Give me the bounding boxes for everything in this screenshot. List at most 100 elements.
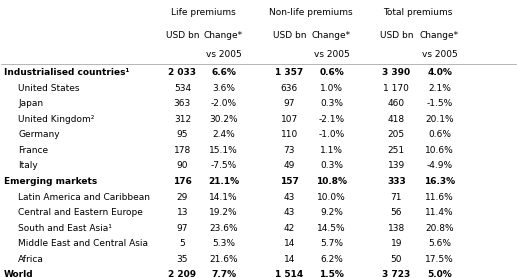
Text: Africa: Africa xyxy=(19,255,44,264)
Text: 251: 251 xyxy=(388,146,405,155)
Text: United Kingdom²: United Kingdom² xyxy=(19,115,95,124)
Text: Italy: Italy xyxy=(19,162,38,170)
Text: 43: 43 xyxy=(284,192,295,202)
Text: 21.1%: 21.1% xyxy=(208,177,239,186)
Text: 460: 460 xyxy=(388,99,405,108)
Text: 49: 49 xyxy=(284,162,295,170)
Text: 6.6%: 6.6% xyxy=(211,68,236,77)
Text: 13: 13 xyxy=(177,208,188,217)
Text: 2.1%: 2.1% xyxy=(428,84,451,93)
Text: 1.0%: 1.0% xyxy=(320,84,343,93)
Text: 3 390: 3 390 xyxy=(382,68,410,77)
Text: 1 170: 1 170 xyxy=(384,84,409,93)
Text: 21.6%: 21.6% xyxy=(209,255,238,264)
Text: 110: 110 xyxy=(281,130,298,139)
Text: Germany: Germany xyxy=(19,130,60,139)
Text: 10.6%: 10.6% xyxy=(425,146,454,155)
Text: 71: 71 xyxy=(390,192,402,202)
Text: France: France xyxy=(19,146,49,155)
Text: -2.1%: -2.1% xyxy=(318,115,345,124)
Text: 1.5%: 1.5% xyxy=(319,270,344,278)
Text: 97: 97 xyxy=(284,99,295,108)
Text: 0.3%: 0.3% xyxy=(320,162,343,170)
Text: 7.7%: 7.7% xyxy=(211,270,236,278)
Text: Non-life premiums: Non-life premiums xyxy=(269,8,352,17)
Text: 1.1%: 1.1% xyxy=(320,146,343,155)
Text: 95: 95 xyxy=(177,130,188,139)
Text: USD bn: USD bn xyxy=(379,31,413,41)
Text: 16.3%: 16.3% xyxy=(424,177,455,186)
Text: 50: 50 xyxy=(390,255,402,264)
Text: 11.6%: 11.6% xyxy=(425,192,454,202)
Text: vs 2005: vs 2005 xyxy=(314,50,349,59)
Text: Change*: Change* xyxy=(204,31,243,41)
Text: -7.5%: -7.5% xyxy=(210,162,237,170)
Text: 35: 35 xyxy=(177,255,188,264)
Text: 0.6%: 0.6% xyxy=(428,130,451,139)
Text: 23.6%: 23.6% xyxy=(209,224,238,233)
Text: 363: 363 xyxy=(174,99,191,108)
Text: 3.6%: 3.6% xyxy=(212,84,235,93)
Text: 14: 14 xyxy=(284,239,295,248)
Text: 19.2%: 19.2% xyxy=(209,208,238,217)
Text: 14.1%: 14.1% xyxy=(209,192,238,202)
Text: 15.1%: 15.1% xyxy=(209,146,238,155)
Text: Life premiums: Life premiums xyxy=(171,8,235,17)
Text: 5.0%: 5.0% xyxy=(427,270,452,278)
Text: -1.0%: -1.0% xyxy=(318,130,345,139)
Text: 0.6%: 0.6% xyxy=(319,68,344,77)
Text: 5.7%: 5.7% xyxy=(320,239,343,248)
Text: USD bn: USD bn xyxy=(165,31,199,41)
Text: Emerging markets: Emerging markets xyxy=(4,177,97,186)
Text: 534: 534 xyxy=(174,84,191,93)
Text: USD bn: USD bn xyxy=(272,31,306,41)
Text: 176: 176 xyxy=(173,177,192,186)
Text: Middle East and Central Asia: Middle East and Central Asia xyxy=(19,239,148,248)
Text: 312: 312 xyxy=(174,115,191,124)
Text: 6.2%: 6.2% xyxy=(320,255,343,264)
Text: 42: 42 xyxy=(284,224,295,233)
Text: 14: 14 xyxy=(284,255,295,264)
Text: 11.4%: 11.4% xyxy=(425,208,454,217)
Text: 14.5%: 14.5% xyxy=(317,224,346,233)
Text: -1.5%: -1.5% xyxy=(427,99,452,108)
Text: 4.0%: 4.0% xyxy=(427,68,452,77)
Text: 333: 333 xyxy=(387,177,406,186)
Text: 90: 90 xyxy=(177,162,188,170)
Text: 2 209: 2 209 xyxy=(169,270,196,278)
Text: 30.2%: 30.2% xyxy=(209,115,238,124)
Text: 178: 178 xyxy=(174,146,191,155)
Text: 20.8%: 20.8% xyxy=(425,224,454,233)
Text: 139: 139 xyxy=(388,162,405,170)
Text: vs 2005: vs 2005 xyxy=(206,50,241,59)
Text: 3 723: 3 723 xyxy=(382,270,410,278)
Text: 10.8%: 10.8% xyxy=(316,177,347,186)
Text: Central and Eastern Europe: Central and Eastern Europe xyxy=(19,208,143,217)
Text: 418: 418 xyxy=(388,115,405,124)
Text: 29: 29 xyxy=(177,192,188,202)
Text: 43: 43 xyxy=(284,208,295,217)
Text: 20.1%: 20.1% xyxy=(425,115,454,124)
Text: Industrialised countries¹: Industrialised countries¹ xyxy=(4,68,129,77)
Text: 73: 73 xyxy=(284,146,295,155)
Text: -4.9%: -4.9% xyxy=(427,162,452,170)
Text: South and East Asia¹: South and East Asia¹ xyxy=(19,224,112,233)
Text: 10.0%: 10.0% xyxy=(317,192,346,202)
Text: 19: 19 xyxy=(390,239,402,248)
Text: 2.4%: 2.4% xyxy=(212,130,235,139)
Text: 205: 205 xyxy=(388,130,405,139)
Text: 107: 107 xyxy=(281,115,298,124)
Text: 0.3%: 0.3% xyxy=(320,99,343,108)
Text: 636: 636 xyxy=(281,84,298,93)
Text: World: World xyxy=(4,270,34,278)
Text: 2 033: 2 033 xyxy=(169,68,196,77)
Text: -2.0%: -2.0% xyxy=(210,99,237,108)
Text: 9.2%: 9.2% xyxy=(320,208,343,217)
Text: vs 2005: vs 2005 xyxy=(422,50,458,59)
Text: United States: United States xyxy=(19,84,80,93)
Text: 1 514: 1 514 xyxy=(275,270,303,278)
Text: 138: 138 xyxy=(388,224,405,233)
Text: 5.3%: 5.3% xyxy=(212,239,235,248)
Text: 157: 157 xyxy=(280,177,299,186)
Text: 1 357: 1 357 xyxy=(275,68,303,77)
